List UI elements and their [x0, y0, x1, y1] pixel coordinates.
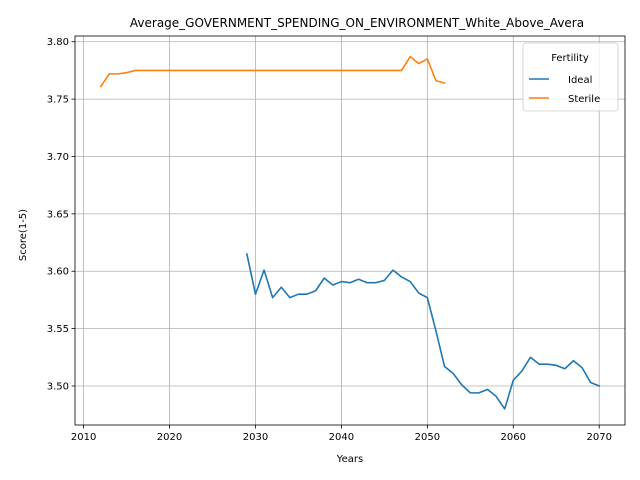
- legend: Fertility Ideal Sterile: [522, 42, 619, 112]
- y-axis-ticks: 3.50 3.55 3.60 3.65 3.70 3.75 3.80: [47, 37, 75, 392]
- x-tick-label: 2010: [71, 432, 96, 443]
- y-tick-label: 3.65: [47, 209, 69, 220]
- legend-title: Fertility: [551, 53, 589, 64]
- legend-label-ideal: Ideal: [568, 75, 592, 86]
- x-tick-label: 2070: [586, 432, 611, 443]
- legend-label-sterile: Sterile: [568, 94, 600, 105]
- legend-box: [522, 42, 619, 112]
- y-tick-label: 3.50: [47, 381, 69, 392]
- y-axis-label: Score(1-5): [18, 209, 29, 261]
- plot-frame: [74, 35, 626, 426]
- chart-title: Average_GOVERNMENT_SPENDING_ON_ENVIRONME…: [130, 16, 584, 30]
- x-tick-label: 2040: [329, 432, 354, 443]
- y-tick-label: 3.75: [47, 95, 69, 106]
- y-tick-label: 3.70: [47, 152, 69, 163]
- y-tick-label: 3.80: [47, 37, 69, 48]
- y-tick-label: 3.55: [47, 324, 69, 335]
- x-axis-label: Years: [336, 454, 363, 465]
- series-lines: [99, 55, 601, 410]
- x-tick-label: 2060: [501, 432, 526, 443]
- series-line-ideal: [245, 253, 601, 410]
- x-tick-label: 2020: [157, 432, 182, 443]
- x-tick-label: 2050: [415, 432, 440, 443]
- gridlines: [75, 36, 625, 425]
- series-line-sterile: [99, 55, 446, 88]
- x-axis-ticks: 2010 2020 2030 2040 2050 2060 2070: [71, 425, 612, 443]
- x-tick-label: 2030: [243, 432, 268, 443]
- y-tick-label: 3.60: [47, 267, 69, 278]
